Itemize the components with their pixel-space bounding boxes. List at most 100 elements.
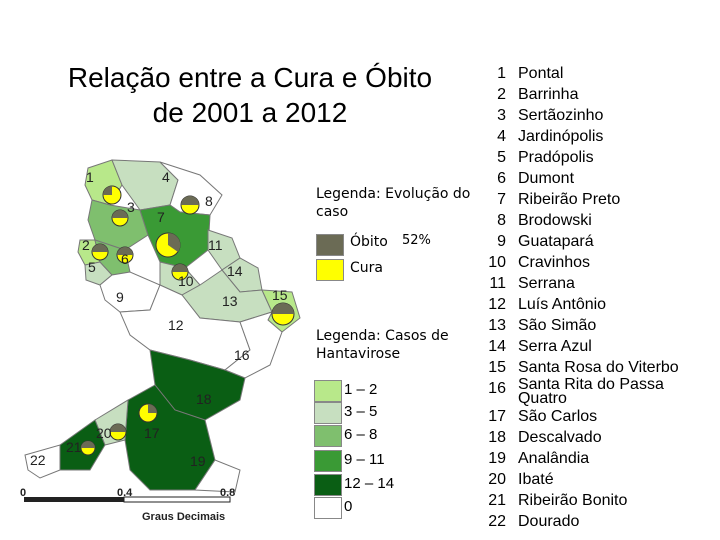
map-label-21: 21 bbox=[66, 439, 82, 455]
list-item: 16 Santa Rita do Passa Quatro bbox=[472, 376, 717, 407]
list-item: 3 Sertãozinho bbox=[472, 105, 717, 126]
list-number: 13 bbox=[488, 317, 506, 334]
list-number: 12 bbox=[488, 296, 506, 313]
map-label-10: 10 bbox=[178, 273, 194, 289]
list-number: 18 bbox=[488, 429, 506, 446]
list-name: Dumont bbox=[518, 170, 575, 187]
map-label-8: 8 bbox=[205, 193, 213, 209]
list-number: 16 bbox=[488, 380, 506, 397]
list-name: Luís Antônio bbox=[518, 296, 607, 313]
list-item: 5 Pradópolis bbox=[472, 147, 717, 168]
map-label-7: 7 bbox=[157, 209, 165, 225]
list-name: Guatapará bbox=[518, 233, 594, 250]
map-label-2: 2 bbox=[82, 237, 90, 253]
list-number: 19 bbox=[488, 450, 506, 467]
legend-hanta-label-4: 9 – 11 bbox=[344, 451, 385, 468]
map-label-14: 14 bbox=[227, 263, 243, 279]
municipality-list: 1 Pontal 2 Barrinha 3 Sertãozinho 4 Jardinóp… bbox=[472, 63, 717, 532]
list-item: 7 Ribeirão Preto bbox=[472, 189, 717, 210]
map-label-3: 3 bbox=[127, 199, 135, 215]
list-number: 4 bbox=[497, 128, 506, 145]
list-item: 14 Serra Azul bbox=[472, 336, 717, 357]
list-item: 17 São Carlos bbox=[472, 406, 717, 427]
list-number: 10 bbox=[488, 254, 506, 271]
legend-hanta-swatch-5 bbox=[314, 474, 342, 496]
list-item: 8 Brodowski bbox=[472, 210, 717, 231]
list-name: Serra Azul bbox=[518, 338, 592, 355]
legend-percent: 52% bbox=[402, 233, 431, 248]
list-number: 22 bbox=[488, 513, 506, 530]
pie-6 bbox=[116, 246, 134, 264]
list-item: 10 Cravinhos bbox=[472, 252, 717, 273]
list-name: Santa Rita do Passa Quatro bbox=[517, 376, 664, 407]
map-label-13: 13 bbox=[222, 293, 238, 309]
legend-hanta-swatch-2 bbox=[314, 402, 342, 424]
list-name: Descalvado bbox=[518, 429, 602, 446]
pie-3 bbox=[111, 209, 129, 227]
legend-cura-swatch bbox=[316, 259, 344, 281]
map-label-22: 22 bbox=[30, 452, 46, 468]
list-item: 4 Jardinópolis bbox=[472, 126, 717, 147]
list-number: 15 bbox=[488, 359, 506, 376]
scale-label: Graus Decimais bbox=[142, 511, 225, 523]
map-label-15: 15 bbox=[272, 287, 288, 303]
legend-hanta-label-1: 1 – 2 bbox=[344, 381, 378, 398]
list-name: Sertãozinho bbox=[518, 107, 604, 124]
legend-obito-label: Óbito bbox=[350, 234, 388, 250]
region-map: 1 4 8 3 7 2 5 6 11 14 10 9 13 15 12 16 1… bbox=[20, 159, 301, 523]
list-name: Analândia bbox=[518, 450, 590, 467]
map-label-11: 11 bbox=[208, 237, 223, 253]
list-item: 19 Analândia bbox=[472, 448, 717, 469]
title-line-1: Relação entre a Cura e Óbito bbox=[67, 62, 433, 93]
list-number: 5 bbox=[497, 149, 506, 166]
legend-hanta-swatch-6 bbox=[314, 497, 342, 519]
list-name: São Simão bbox=[518, 317, 597, 334]
list-name: Ribeirão Preto bbox=[518, 191, 621, 208]
list-name: Cravinhos bbox=[518, 254, 591, 271]
legend-case-title: Legenda: Evolução do caso bbox=[316, 186, 471, 220]
map-label-16: 16 bbox=[234, 347, 250, 363]
map-label-9: 9 bbox=[116, 289, 124, 305]
map-label-5: 5 bbox=[88, 259, 96, 275]
list-number: 3 bbox=[497, 107, 506, 124]
list-name: Dourado bbox=[518, 513, 580, 530]
pie-20 bbox=[138, 403, 158, 423]
list-name: São Carlos bbox=[518, 408, 598, 425]
map-label-20: 20 bbox=[96, 425, 112, 441]
list-number: 2 bbox=[497, 86, 506, 103]
map-label-12: 12 bbox=[168, 317, 184, 333]
title-line-2: de 2001 a 2012 bbox=[152, 97, 348, 128]
list-number: 11 bbox=[489, 275, 506, 292]
map-label-6: 6 bbox=[121, 251, 129, 267]
list-name: Ribeirão Bonito bbox=[518, 492, 628, 509]
pie-2 bbox=[91, 243, 109, 261]
list-name: Serrana bbox=[518, 275, 575, 292]
list-name: Santa Rosa do Viterbo bbox=[518, 359, 679, 376]
list-name: Ibaté bbox=[518, 471, 554, 488]
legend-hanta-label-2: 3 – 5 bbox=[344, 403, 378, 420]
scale-tick-2: 0.8 bbox=[220, 487, 235, 499]
page-title: Relação entre a Cura e Óbito de 2001 a 2… bbox=[30, 60, 470, 130]
list-name: Pradópolis bbox=[518, 149, 594, 166]
map-label-19: 19 bbox=[190, 453, 206, 469]
list-item: 12 Luís Antônio bbox=[472, 294, 717, 315]
list-item: 22 Dourado bbox=[472, 511, 717, 532]
legend-hanta-title: Legenda: Casos de Hantavirose bbox=[316, 328, 449, 362]
scale-tick-0: 0 bbox=[20, 487, 26, 499]
list-item: 13 São Simão bbox=[472, 315, 717, 336]
list-number: 9 bbox=[497, 233, 506, 250]
legend-hanta-label-3: 6 – 8 bbox=[344, 426, 378, 443]
region-9 bbox=[99, 271, 161, 313]
list-name: Pontal bbox=[518, 65, 564, 82]
scale-tick-1: 0.4 bbox=[117, 487, 133, 499]
list-item: 6 Dumont bbox=[472, 168, 717, 189]
map-label-18: 18 bbox=[196, 391, 212, 407]
list-name: Barrinha bbox=[518, 86, 579, 103]
pie-21 bbox=[109, 423, 127, 441]
scale-bar bbox=[24, 496, 231, 503]
list-number: 7 bbox=[497, 191, 506, 208]
map-label-17: 17 bbox=[144, 425, 160, 441]
list-item: 2 Barrinha bbox=[472, 84, 717, 105]
legend-hanta-swatch-4 bbox=[314, 450, 342, 472]
list-item: 21 Ribeirão Bonito bbox=[472, 490, 717, 511]
